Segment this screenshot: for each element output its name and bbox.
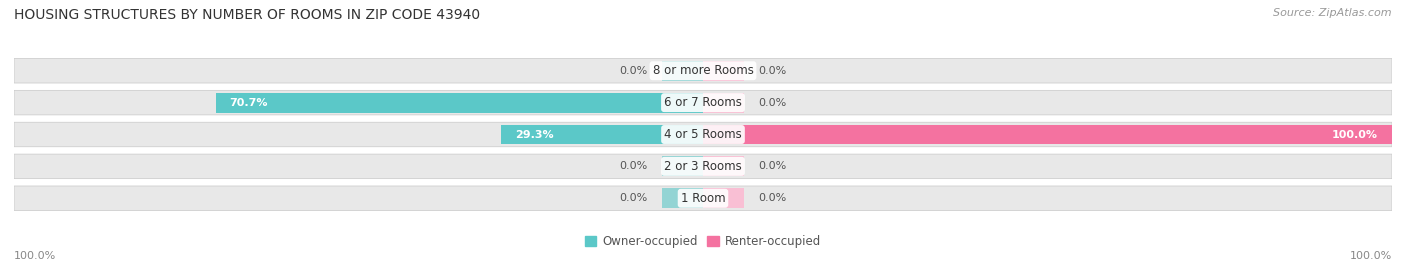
Text: 0.0%: 0.0% [620, 66, 648, 76]
Bar [662, 188, 703, 208]
Bar [703, 157, 744, 176]
Bar [217, 93, 703, 112]
Bar [703, 93, 744, 112]
Text: HOUSING STRUCTURES BY NUMBER OF ROOMS IN ZIP CODE 43940: HOUSING STRUCTURES BY NUMBER OF ROOMS IN… [14, 8, 481, 22]
Bar [662, 61, 703, 81]
Text: 0.0%: 0.0% [758, 98, 786, 108]
Text: Source: ZipAtlas.com: Source: ZipAtlas.com [1274, 8, 1392, 18]
Text: 100.0%: 100.0% [14, 251, 56, 261]
Bar [703, 188, 744, 208]
Text: 1 Room: 1 Room [681, 192, 725, 205]
Bar [501, 125, 703, 144]
FancyBboxPatch shape [14, 186, 1392, 211]
Text: 6 or 7 Rooms: 6 or 7 Rooms [664, 96, 742, 109]
Text: 2 or 3 Rooms: 2 or 3 Rooms [664, 160, 742, 173]
Text: 0.0%: 0.0% [620, 161, 648, 171]
Text: 100.0%: 100.0% [1350, 251, 1392, 261]
Bar [662, 157, 703, 176]
Text: 4 or 5 Rooms: 4 or 5 Rooms [664, 128, 742, 141]
FancyBboxPatch shape [14, 122, 1392, 147]
FancyBboxPatch shape [14, 154, 1392, 179]
Legend: Owner-occupied, Renter-occupied: Owner-occupied, Renter-occupied [579, 230, 827, 253]
Text: 8 or more Rooms: 8 or more Rooms [652, 64, 754, 77]
Text: 100.0%: 100.0% [1331, 129, 1378, 140]
FancyBboxPatch shape [14, 90, 1392, 115]
Text: 29.3%: 29.3% [515, 129, 554, 140]
Bar [703, 125, 1392, 144]
FancyBboxPatch shape [14, 58, 1392, 83]
Text: 70.7%: 70.7% [229, 98, 269, 108]
Text: 0.0%: 0.0% [758, 193, 786, 203]
Text: 0.0%: 0.0% [620, 193, 648, 203]
Bar [703, 61, 744, 81]
Text: 0.0%: 0.0% [758, 66, 786, 76]
Text: 0.0%: 0.0% [758, 161, 786, 171]
